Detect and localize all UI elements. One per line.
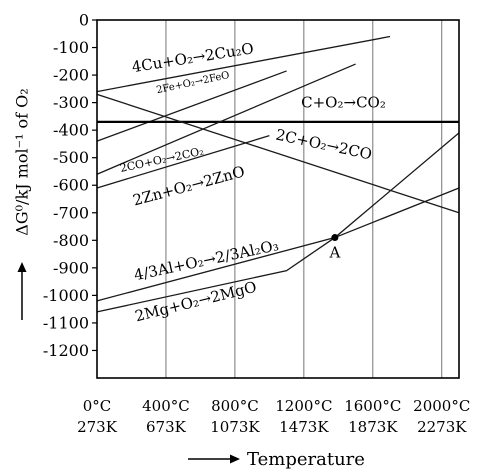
x-tick-label-c: 2000°C: [413, 397, 470, 415]
series-label-4cu-o-2cu-o: 4Cu+O₂→2Cu₂O: [131, 39, 255, 76]
y-tick-label: -1100: [43, 313, 89, 332]
y-tick-label: -600: [53, 176, 89, 195]
y-tick-label: -700: [53, 203, 89, 222]
y-tick-label: -900: [53, 258, 89, 277]
x-tick-label-c: 400°C: [142, 397, 190, 415]
y-tick-label: -1200: [43, 341, 89, 360]
x-tick-label-c: 1200°C: [275, 397, 332, 415]
y-axis-arrowhead-icon: [17, 262, 27, 272]
series-line-2mg-o-2mgo: [96, 132, 460, 313]
x-tick-label-c: 1600°C: [344, 397, 401, 415]
series-line-2fe-o-2feo: [96, 70, 287, 142]
x-tick-label-k: 1873K: [348, 418, 398, 436]
x-tick-label-c: 800°C: [211, 397, 259, 415]
plot-frame: [96, 19, 460, 379]
y-axis-title: ΔG⁰/kJ mol⁻¹ of O₂: [13, 88, 32, 320]
series-labels: 4Cu+O₂→2Cu₂O2Fe+O₂→2FeOC+O₂→CO₂2C+O₂→2CO…: [119, 39, 386, 325]
series-label-c-o-co: C+O₂→CO₂: [301, 94, 386, 112]
x-tick-labels: 0°C 273K 400°C 673K 800°C 1073K 1200°C 1473K 160…: [77, 397, 470, 436]
series-line-4cu-o-2cu-o: [96, 35, 391, 93]
series-label-2zn-o-2zno: 2Zn+O₂→2ZnO: [131, 162, 247, 209]
y-tick-label: 0: [79, 11, 89, 30]
series-line-2co-o-2co: [96, 63, 356, 175]
x-axis-arrowhead-icon: [230, 454, 240, 464]
y-tick-label: -400: [53, 121, 89, 140]
x-axis-title: Temperature: [188, 449, 365, 470]
series-line-2zn-o-2zno: [96, 135, 270, 189]
point-a-marker: [331, 234, 339, 242]
series-label-2mg-o-2mgo: 2Mg+O₂→2MgO: [133, 278, 258, 326]
x-tick-label-k: 273K: [77, 418, 118, 436]
x-tick-label-k: 1073K: [210, 418, 260, 436]
y-tick-labels: 0 -100 -200 -300 -400 -500 -600 -700 -800 -900 -10…: [43, 11, 97, 360]
y-axis-label: ΔG⁰/kJ mol⁻¹ of O₂: [13, 88, 32, 235]
x-tick-label-c: 0°C: [83, 397, 112, 415]
y-tick-label: -500: [53, 148, 89, 167]
y-tick-label: -300: [53, 93, 89, 112]
y-tick-label: -100: [53, 38, 89, 57]
y-tick-label: -800: [53, 231, 89, 250]
point-a-label: A: [328, 244, 340, 262]
y-tick-label: -1000: [43, 286, 89, 305]
y-tick-label: -200: [53, 66, 89, 85]
series-label-2co-o-2co: 2CO+O₂→2CO₂: [119, 145, 205, 175]
x-tick-label-k: 2273K: [417, 418, 467, 436]
series-lines: [96, 35, 460, 313]
x-tick-label-k: 1473K: [279, 418, 329, 436]
x-axis-label: Temperature: [247, 449, 365, 470]
grid-lines: [165, 20, 443, 378]
x-tick-label-k: 673K: [146, 418, 187, 436]
intersection-point: A: [328, 234, 340, 262]
series-line-2c-o-2co: [96, 93, 460, 214]
